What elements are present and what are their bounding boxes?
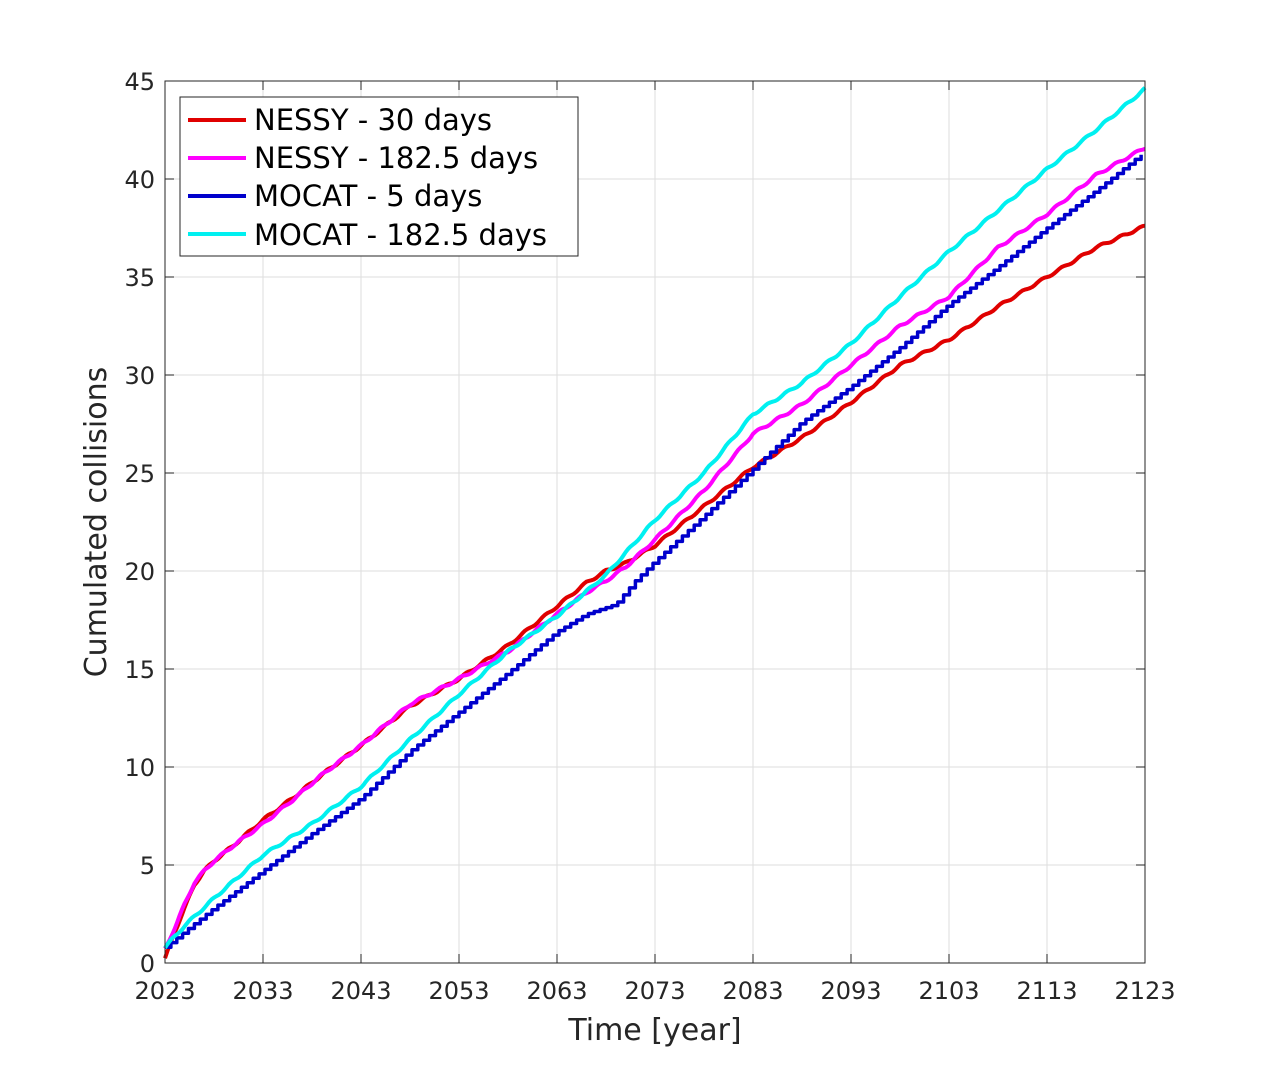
y-tick-label: 35 (124, 264, 155, 292)
x-tick-label: 2043 (330, 977, 391, 1005)
legend-label-nessy-30: NESSY - 30 days (254, 103, 492, 137)
y-tick-label: 40 (124, 166, 155, 194)
legend-label-mocat-182: MOCAT - 182.5 days (254, 218, 547, 252)
x-tick-labels: 2023 2033 2043 2053 2063 2073 2083 2093 2103 2113… (134, 977, 1175, 1005)
y-axis-label: Cumulated collisions (79, 367, 114, 678)
legend: NESSY - 30 days NESSY - 182.5 days MOCAT… (179, 96, 579, 257)
y-tick-label: 10 (124, 754, 155, 782)
series-layer (163, 86, 1147, 959)
series-nessy-182-days (163, 146, 1146, 950)
y-tick-label: 5 (140, 852, 155, 880)
y-tick-label: 20 (124, 558, 155, 586)
y-tick-labels: 0 5 10 15 20 25 30 35 40 45 (124, 68, 155, 978)
x-tick-label: 2083 (722, 977, 783, 1005)
y-tick-label: 0 (140, 950, 155, 978)
x-tick-label: 2093 (820, 977, 881, 1005)
x-tick-label: 2023 (134, 977, 195, 1005)
x-axis-label: Time [year] (567, 1013, 741, 1048)
x-tick-label: 2053 (428, 977, 489, 1005)
series-mocat-5-days (165, 154, 1143, 950)
legend-label-mocat-5: MOCAT - 5 days (254, 179, 482, 213)
x-tick-label: 2033 (232, 977, 293, 1005)
y-tick-label: 30 (124, 362, 155, 390)
legend-box (179, 96, 579, 257)
x-tick-label: 2063 (526, 977, 587, 1005)
axis-ticks (164, 80, 1146, 964)
legend-label-nessy-182: NESSY - 182.5 days (254, 141, 538, 175)
x-tick-label: 2103 (918, 977, 979, 1005)
series-mocat-182-days (163, 86, 1147, 950)
y-tick-label: 25 (124, 460, 155, 488)
y-tick-label: 45 (124, 68, 155, 96)
x-tick-label: 2123 (1114, 977, 1175, 1005)
y-tick-label: 15 (124, 656, 155, 684)
x-tick-label: 2113 (1016, 977, 1077, 1005)
x-tick-label: 2073 (624, 977, 685, 1005)
